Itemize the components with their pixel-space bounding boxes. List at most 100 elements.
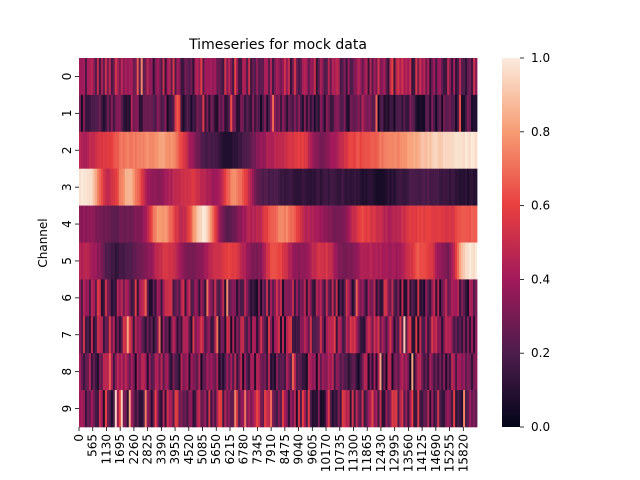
heatmap-cell: [180, 205, 183, 243]
heatmap-cell: [329, 390, 333, 428]
heatmap-cell: [118, 242, 122, 280]
heatmap-cell: [168, 131, 171, 169]
heatmap-cell: [317, 168, 321, 206]
heatmap-cell: [437, 131, 440, 169]
heatmap-cell: [391, 316, 394, 354]
heatmap-cell: [311, 390, 315, 428]
column-tick-label: 4520: [182, 434, 196, 465]
row-tick-label: 5: [60, 257, 74, 265]
heatmap-cell: [315, 242, 319, 280]
heatmap-cell: [114, 353, 118, 391]
heatmap-cell: [287, 316, 291, 354]
heatmap-cell: [377, 205, 380, 243]
heatmap-cell: [381, 94, 384, 133]
heatmap-cell: [166, 58, 169, 96]
heatmap-cell: [403, 279, 406, 317]
heatmap-cell: [449, 58, 452, 96]
heatmap-cell: [299, 390, 303, 428]
heatmap-cell: [347, 279, 351, 317]
heatmap-cell: [134, 131, 138, 169]
heatmap-cell: [415, 168, 418, 206]
heatmap-cell: [204, 390, 207, 428]
heatmap-cell: [467, 131, 470, 169]
heatmap-cell: [475, 205, 478, 243]
heatmap-cell: [311, 168, 315, 206]
heatmap-cell: [401, 168, 404, 206]
column-tick-label: 14690: [429, 434, 443, 472]
heatmap-cell: [475, 279, 478, 317]
heatmap-cell: [367, 94, 370, 133]
heatmap-cell: [309, 58, 313, 96]
heatmap-cell: [387, 94, 390, 133]
heatmap-cell: [349, 58, 353, 96]
heatmap-cell: [186, 58, 189, 96]
heatmap-cell: [411, 131, 414, 169]
heatmap-cell: [437, 316, 440, 354]
heatmap-cell: [313, 279, 317, 317]
heatmap-cell: [383, 94, 386, 133]
heatmap-cell: [303, 58, 307, 96]
heatmap-cell: [164, 205, 167, 243]
heatmap-cell: [353, 279, 357, 317]
heatmap-cell: [293, 131, 297, 169]
heatmap-cell: [389, 131, 392, 169]
heatmap-cell: [180, 58, 183, 96]
heatmap-cell: [421, 390, 424, 428]
heatmap-cell: [208, 94, 211, 133]
heatmap-cell: [367, 353, 370, 391]
heatmap-cell: [375, 94, 378, 133]
heatmap-cell: [337, 242, 341, 280]
heatmap-cell: [465, 316, 468, 354]
heatmap-cell: [194, 58, 197, 96]
column-tick-label: 14125: [415, 434, 429, 472]
heatmap-cell: [333, 168, 337, 206]
heatmap-cell: [323, 131, 327, 169]
heatmap-cell: [405, 242, 408, 280]
heatmap-cell: [397, 168, 400, 206]
heatmap-cell: [375, 390, 378, 428]
heatmap-cell: [128, 168, 132, 206]
heatmap-cell: [371, 205, 374, 243]
heatmap-cell: [242, 131, 245, 169]
heatmap-cell: [371, 390, 374, 428]
heatmap-cell: [118, 168, 122, 206]
heatmap-cell: [315, 316, 319, 354]
heatmap-cell: [254, 279, 257, 317]
heatmap-cell: [194, 390, 197, 428]
heatmap-cell: [196, 316, 199, 354]
heatmap-cell: [437, 94, 440, 133]
heatmap-cell: [126, 353, 130, 391]
heatmap-cell: [325, 168, 329, 206]
heatmap-cell: [88, 58, 92, 96]
heatmap-cell: [405, 131, 408, 169]
heatmap-cell: [114, 205, 118, 243]
column-tick-label: 6215: [223, 434, 237, 465]
heatmap-cell: [417, 316, 420, 354]
heatmap-cell: [473, 316, 476, 354]
heatmap-cell: [297, 279, 301, 317]
heatmap-cell: [136, 168, 140, 206]
heatmap-cell: [248, 131, 251, 169]
heatmap-cell: [182, 316, 185, 354]
heatmap-cell: [238, 390, 241, 428]
heatmap-cell: [248, 205, 251, 243]
heatmap-cell: [276, 131, 279, 169]
heatmap-cell: [301, 94, 305, 133]
heatmap-cell: [124, 205, 128, 243]
heatmap-cell: [311, 58, 315, 96]
heatmap-cell: [463, 353, 466, 391]
heatmap-cell: [437, 168, 440, 206]
heatmap-cell: [186, 316, 189, 354]
heatmap-cell: [307, 242, 311, 280]
heatmap-cell: [130, 205, 134, 243]
heatmap-cell: [329, 168, 333, 206]
heatmap-cell: [423, 316, 426, 354]
heatmap-cell: [387, 316, 390, 354]
heatmap-cell: [230, 205, 233, 243]
heatmap-cell: [439, 279, 442, 317]
heatmap-cell: [371, 316, 374, 354]
heatmap-cell: [445, 168, 448, 206]
heatmap-cell: [114, 168, 118, 206]
heatmap-cell: [116, 353, 120, 391]
heatmap-cell: [200, 168, 203, 206]
